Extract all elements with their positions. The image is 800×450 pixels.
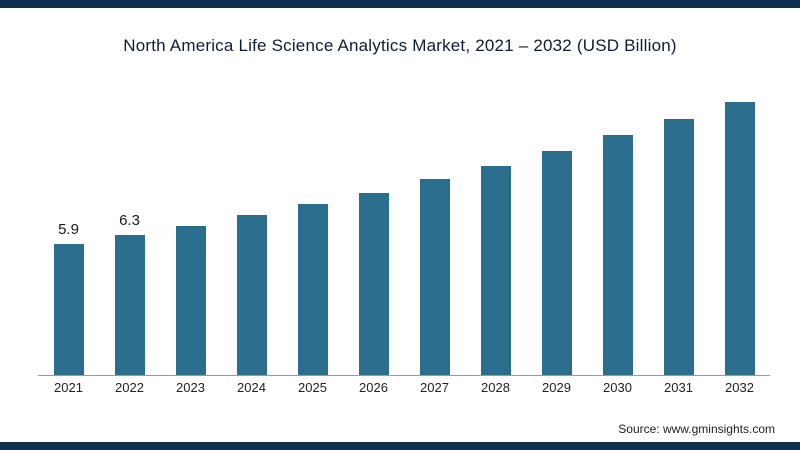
x-tick-label-2028: 2028 [481, 380, 510, 395]
value-label-2021: 5.9 [58, 221, 79, 238]
bottom-border-bar [0, 442, 800, 450]
bar-column-2026 [343, 193, 404, 375]
plot-area: 5.9 6.3 [38, 75, 770, 376]
x-tick-label-2029: 2029 [542, 380, 571, 395]
bar-2023 [175, 226, 206, 375]
x-tick-label-2027: 2027 [420, 380, 449, 395]
x-tick-label-2025: 2025 [298, 380, 327, 395]
bar-2024 [236, 215, 267, 375]
bar-2025 [297, 204, 328, 375]
bar-2030 [602, 135, 633, 375]
bar-column-2029 [526, 151, 587, 375]
source-text: Source: www.gminsights.com [618, 422, 775, 436]
bar-column-2022: 6.3 [99, 212, 160, 375]
bar-column-2025 [282, 204, 343, 375]
bar-column-2023 [160, 226, 221, 375]
x-tick-label-2022: 2022 [115, 380, 144, 395]
bar-2027 [419, 179, 450, 375]
top-border-bar [0, 0, 800, 8]
bar-column-2032 [709, 102, 770, 375]
x-tick-label-2021: 2021 [54, 380, 83, 395]
bar-2021 [53, 244, 84, 375]
bar-column-2028 [465, 166, 526, 375]
value-label-2022: 6.3 [119, 212, 140, 229]
x-axis-labels: 2021 2022 2023 2024 2025 2026 2027 2028 2029 2030… [38, 380, 770, 395]
bar-column-2021: 5.9 [38, 221, 99, 375]
bar-2022 [114, 235, 145, 375]
x-tick-label-2031: 2031 [664, 380, 693, 395]
bar-2031 [663, 119, 694, 375]
x-tick-label-2026: 2026 [359, 380, 388, 395]
bar-2028 [480, 166, 511, 375]
x-tick-label-2023: 2023 [176, 380, 205, 395]
x-tick-label-2024: 2024 [237, 380, 266, 395]
bar-2026 [358, 193, 389, 375]
bar-column-2030 [587, 135, 648, 375]
x-tick-label-2030: 2030 [603, 380, 632, 395]
bar-2029 [541, 151, 572, 375]
bar-column-2024 [221, 215, 282, 375]
bar-column-2027 [404, 179, 465, 375]
bar-column-2031 [648, 119, 709, 375]
chart-title: North America Life Science Analytics Mar… [123, 36, 677, 55]
bar-2032 [724, 102, 755, 375]
x-tick-label-2032: 2032 [725, 380, 754, 395]
